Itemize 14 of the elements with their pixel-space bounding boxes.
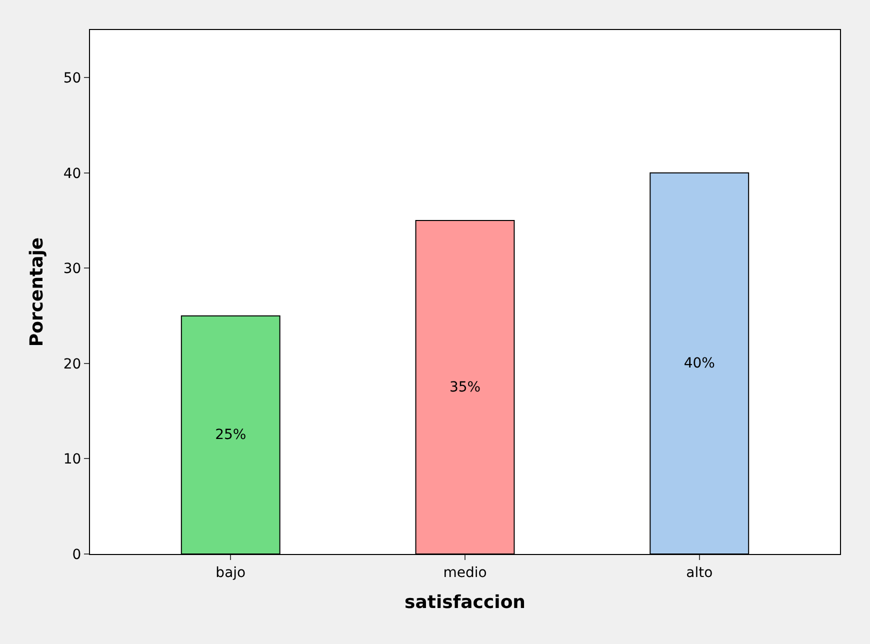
y-tick-label: 20 bbox=[63, 356, 82, 372]
y-axis-title: Porcentaje bbox=[26, 237, 48, 347]
y-tick-label: 50 bbox=[63, 70, 82, 87]
data-label: 25% bbox=[215, 426, 246, 443]
y-tick-label: 40 bbox=[63, 166, 82, 182]
y-tick-label: 0 bbox=[72, 546, 82, 563]
data-label: 35% bbox=[449, 379, 481, 396]
x-tick-label: medio bbox=[443, 564, 487, 581]
data-label: 40% bbox=[684, 355, 715, 372]
y-tick-label: 30 bbox=[63, 261, 82, 278]
x-tick-label: alto bbox=[686, 564, 713, 581]
x-axis-title: satisfaccion bbox=[404, 592, 526, 613]
x-tick-label: bajo bbox=[216, 564, 246, 581]
y-tick-label: 10 bbox=[63, 452, 82, 468]
